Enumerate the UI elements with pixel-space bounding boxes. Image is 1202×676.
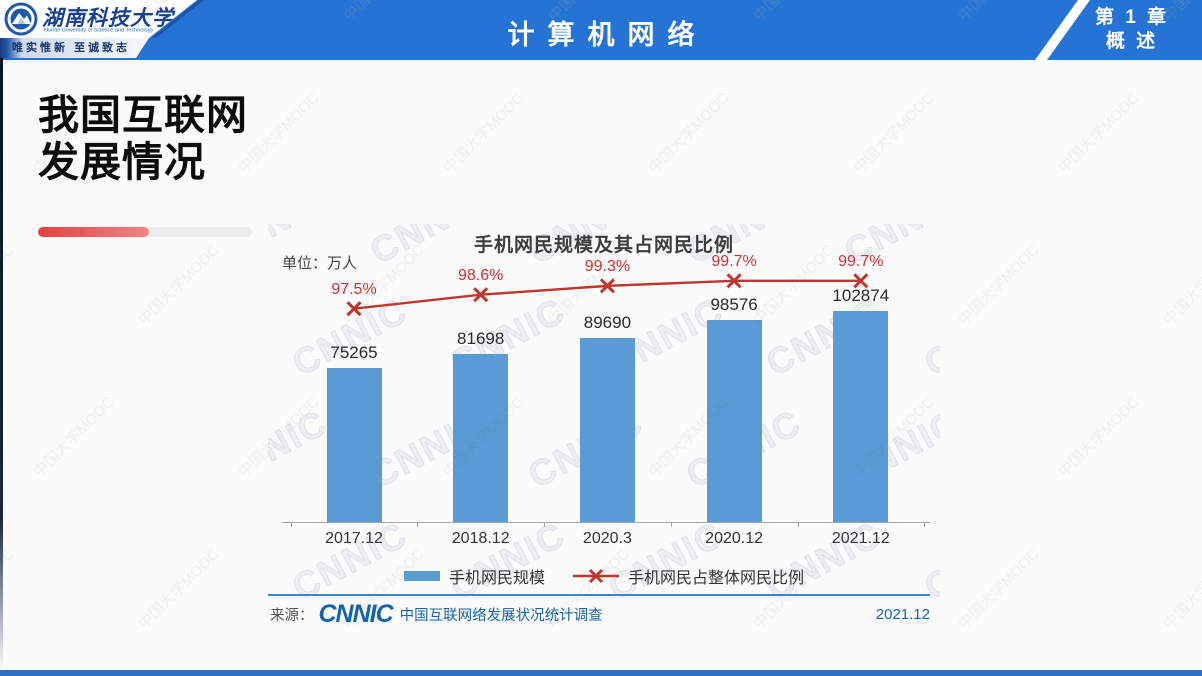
- category-label: 2018.12: [451, 530, 510, 547]
- source-divider: [268, 594, 930, 596]
- source-prefix: 来源：: [270, 608, 314, 624]
- watermark-text: 中国大学MOOC: [850, 89, 938, 177]
- source-date: 2021.12: [875, 606, 930, 623]
- x-marker: [726, 273, 742, 289]
- x-axis-tick: [290, 522, 292, 527]
- university-motto: 唯实惟新 至诚致志: [0, 38, 149, 58]
- legend-line-label: 手机网民占整体网民比例: [628, 570, 805, 587]
- bar: [706, 319, 762, 522]
- course-title: 计算机网络: [507, 20, 708, 50]
- legend-bar-swatch: [403, 571, 440, 581]
- percent-label: 99.7%: [838, 252, 884, 270]
- x-marker: [473, 287, 489, 303]
- category-label: 2020.3: [582, 530, 632, 547]
- title-underline-fill: [38, 227, 150, 237]
- bar-value-label: 102874: [832, 286, 890, 305]
- trend-line: [346, 273, 869, 317]
- watermark-text: 中国大学MOOC: [135, 545, 223, 633]
- x-marker: [853, 273, 869, 289]
- category-label: 2020.12: [705, 530, 764, 547]
- x-axis-tick: [670, 522, 672, 527]
- watermark-text: 中国大学MOOC: [1055, 393, 1143, 481]
- percent-label: 97.5%: [331, 280, 377, 298]
- x-axis-tick: [417, 522, 419, 527]
- university-logo-panel: 湖南科技大学 Hunan University of Science and T…: [0, 0, 197, 38]
- legend-bar-label: 手机网民规模: [448, 570, 545, 587]
- percent-label: 98.6%: [458, 266, 504, 284]
- source-description: 中国互联网络发展状况统计调查: [399, 608, 603, 624]
- watermark-text: 中国大学MOOC: [955, 241, 1043, 329]
- bar-value-label: 81698: [457, 329, 505, 349]
- chapter-number: 第 1 章: [1094, 7, 1170, 28]
- plot-area: 75265 2017.12 81698 2018.12 89690 2020.3 98576…: [268, 224, 940, 626]
- watermark-text: 中国大学MOOC: [1160, 545, 1202, 633]
- legend-line-swatch: [573, 567, 619, 585]
- bar-value-label: 98576: [710, 294, 758, 314]
- bar-value-label: 75265: [330, 342, 378, 362]
- x-axis-line: [282, 522, 930, 523]
- slide-title: 我国互联网 发展情况: [38, 92, 248, 186]
- university-emblem-icon: [4, 2, 38, 36]
- bar: [579, 338, 635, 522]
- left-edge-shadow: [0, 58, 3, 670]
- watermark-text: 中国大学MOOC: [645, 89, 733, 177]
- x-marker: [346, 301, 362, 317]
- bar: [453, 354, 509, 522]
- title-underline-track: [38, 227, 252, 237]
- watermark-text: 中国大学MOOC: [1160, 241, 1202, 329]
- chapter-label: 第 1 章 概 述: [1080, 6, 1184, 54]
- watermark-text: 中国大学MOOC: [955, 545, 1043, 633]
- percent-label: 99.7%: [711, 252, 757, 270]
- watermark-text: 中国大学MOOC: [135, 241, 223, 329]
- slide-title-line2: 发展情况: [38, 139, 206, 185]
- x-axis-tick: [797, 522, 799, 527]
- bar: [326, 367, 382, 522]
- chapter-title: 概 述: [1105, 31, 1159, 52]
- watermark-text: 中国大学MOOC: [440, 89, 528, 177]
- watermark-text: 中国大学MOOC: [30, 393, 118, 481]
- category-label: 2017.12: [325, 530, 383, 547]
- university-name: 湖南科技大学: [42, 5, 174, 30]
- bottom-strip: [0, 670, 1202, 676]
- chart-unit-label: 单位：万人: [282, 255, 358, 272]
- x-axis-tick: [924, 522, 926, 527]
- x-marker: [599, 278, 615, 294]
- watermark-text: 中国大学MOOC: [1055, 89, 1143, 177]
- x-axis-tick: [544, 522, 546, 527]
- percent-label: 99.3%: [584, 257, 631, 275]
- slide-title-line1: 我国互联网: [38, 92, 248, 138]
- cnnic-logo: CNNIC: [318, 600, 394, 628]
- statistics-chart: CNNIC CNNIC CNNIC CNNIC CNNIC CNNIC CNNIC CNNIC…: [268, 224, 940, 629]
- header-bar: 中国大学MOOC中国大学MOOC中国大学MOOC中国大学MOOC中国大学MOOC…: [0, 0, 1202, 60]
- source-row: 来源： CNNIC 中国互联网络发展状况统计调查 2021.12: [270, 600, 930, 629]
- university-name-en: Hunan University of Science and Technolo…: [44, 28, 154, 34]
- bar-value-label: 89690: [583, 313, 632, 333]
- chart-legend: 手机网民规模 手机网民占整体网民比例: [268, 564, 940, 588]
- category-label: 2021.12: [831, 530, 890, 547]
- chart-title: 手机网民规模及其占网民比例: [473, 235, 734, 256]
- bar: [833, 311, 889, 522]
